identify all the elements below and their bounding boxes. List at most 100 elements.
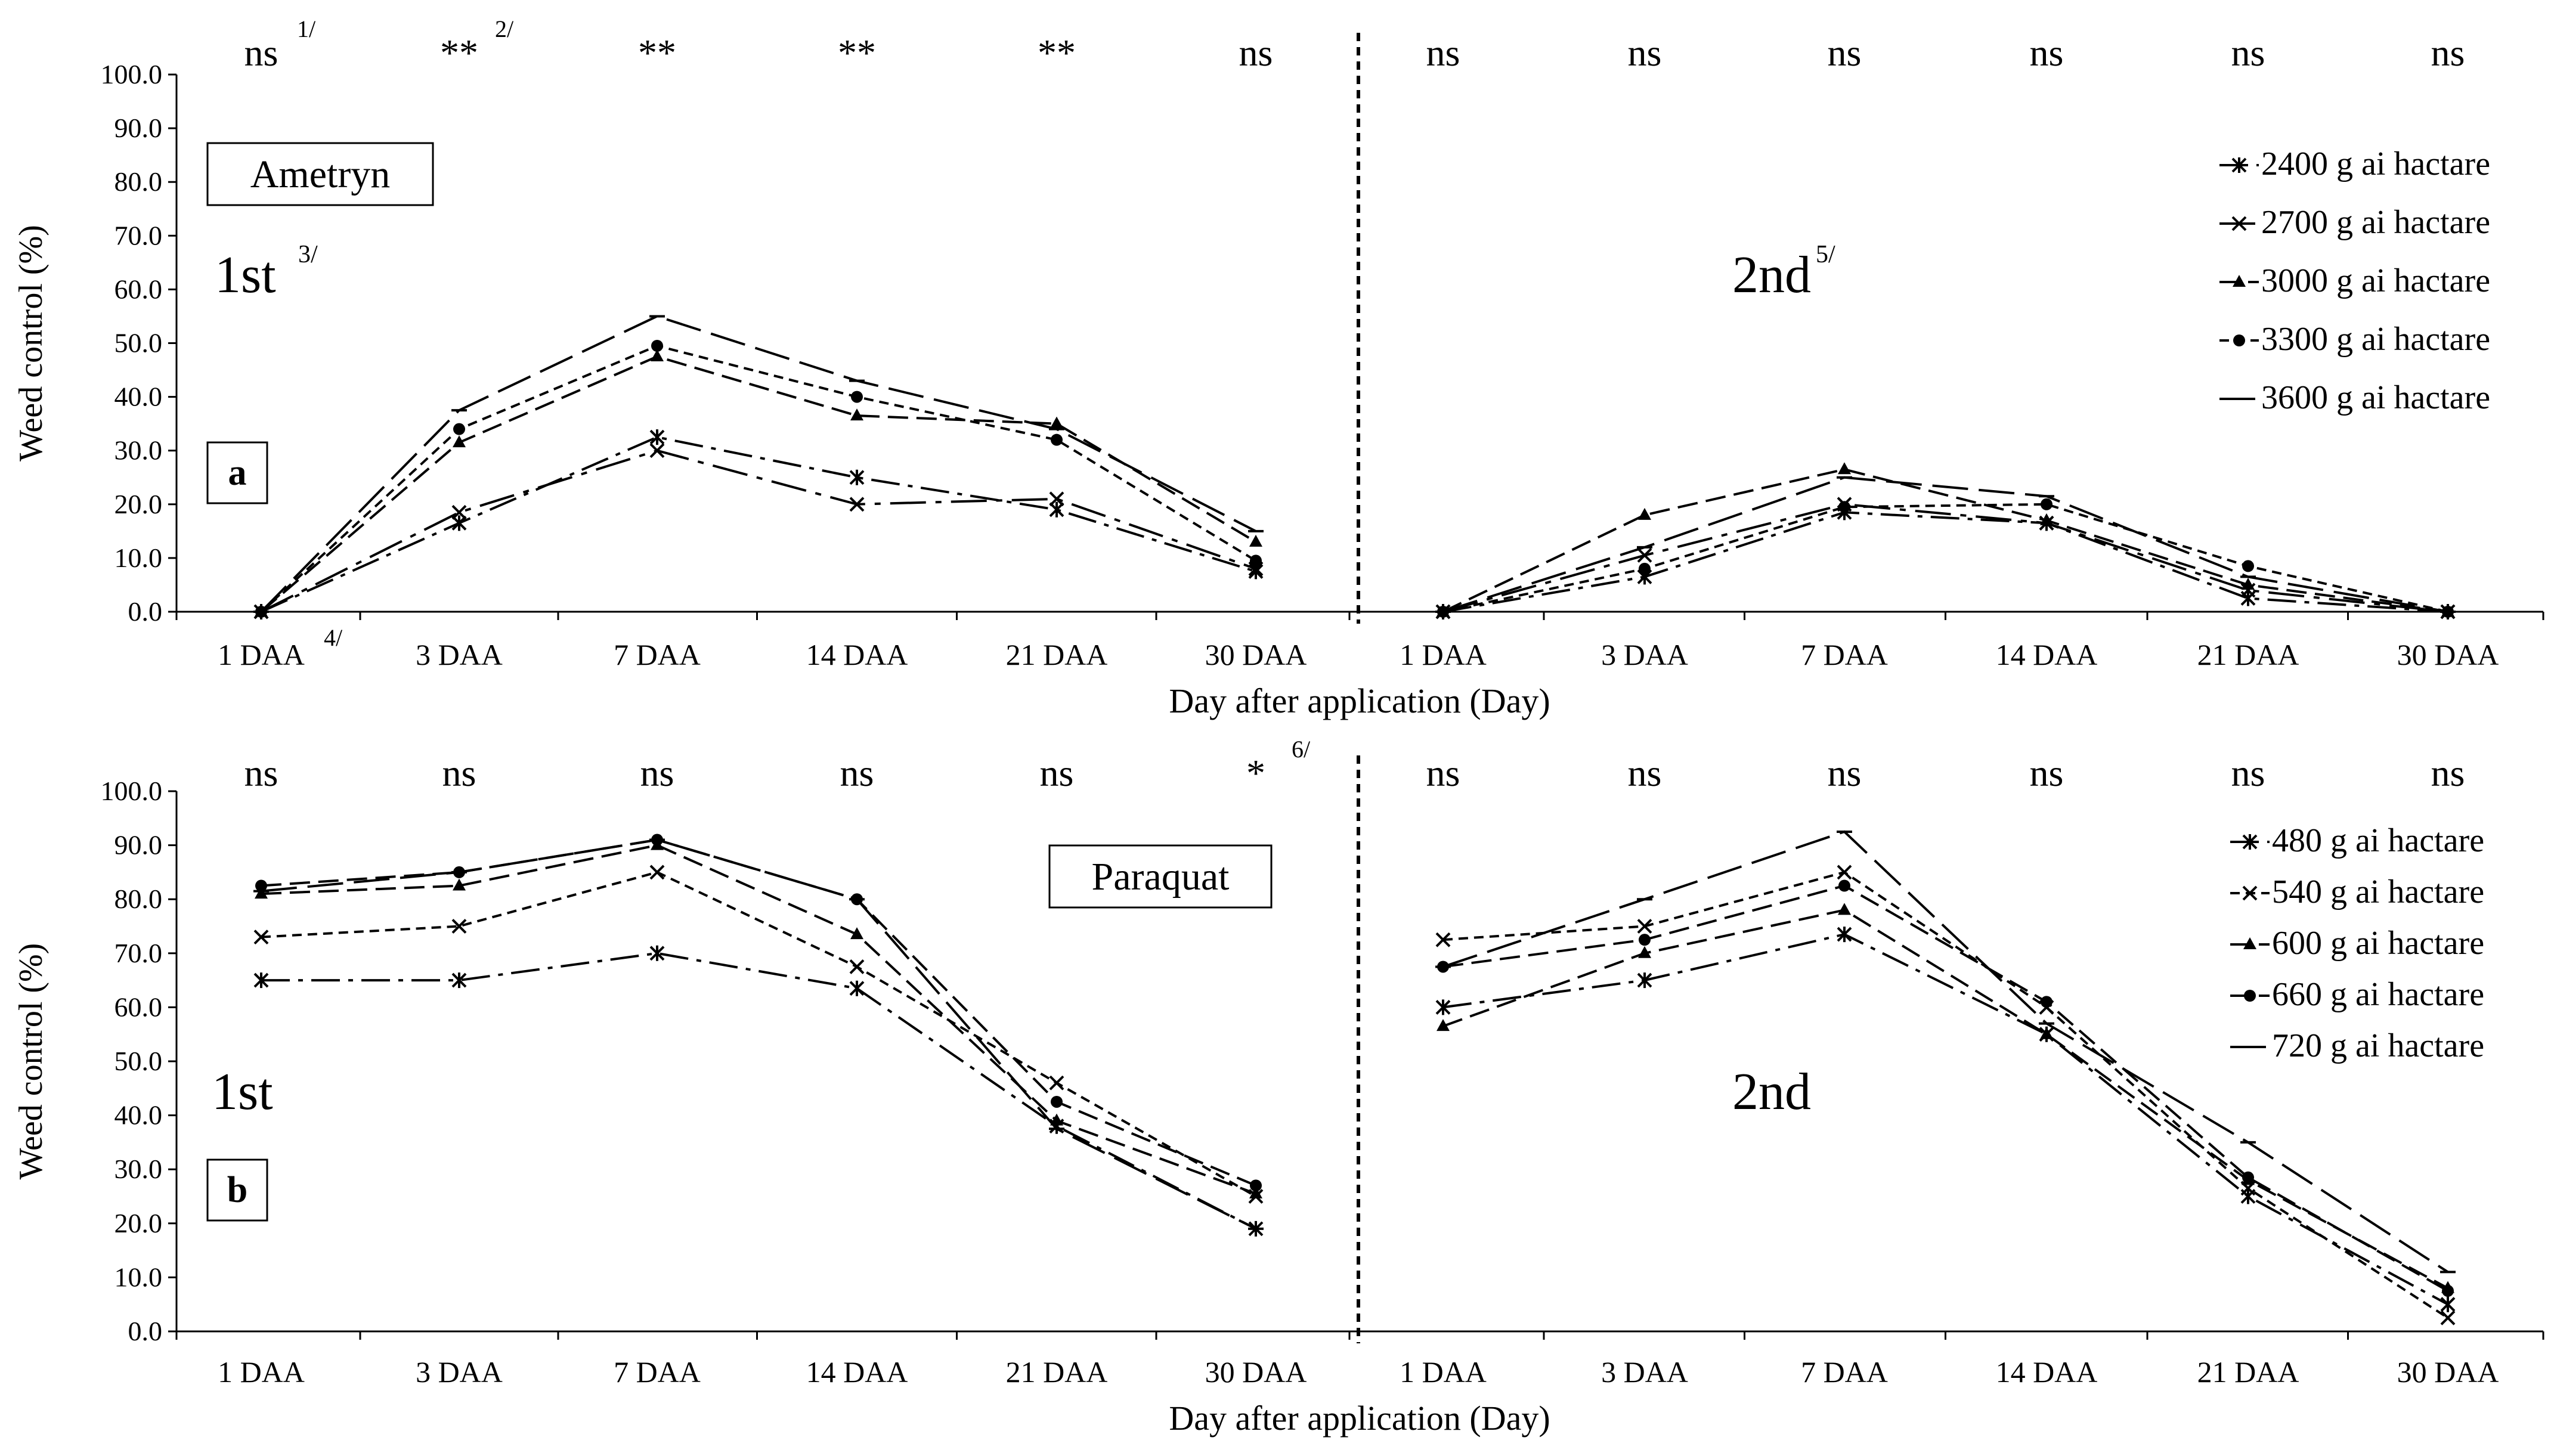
data-point <box>1249 534 1262 547</box>
y-tick-label: 90.0 <box>114 113 163 143</box>
data-point <box>2040 1027 2053 1039</box>
herbicide-box <box>206 142 434 206</box>
significance-label: ns <box>2231 32 2265 74</box>
legend-marker <box>2242 834 2258 850</box>
data-point <box>1637 547 1652 563</box>
series-1: 480 g ai hactare <box>253 822 2484 1312</box>
data-point <box>649 945 665 961</box>
series-line <box>261 838 1256 1230</box>
x-tick-label: 14 DAA <box>806 1355 908 1389</box>
legend-label: 3600 g ai hactare <box>2261 379 2490 416</box>
herbicide-label: Ametryn <box>250 153 391 196</box>
series-5: 3600 g ai hactare <box>253 315 2490 613</box>
significance-label: ns <box>2431 32 2465 74</box>
data-point <box>2242 577 2255 590</box>
significance-superscript: 2/ <box>495 16 514 42</box>
series-line <box>1442 884 2448 1292</box>
significance-label: ns <box>442 752 476 794</box>
season-label: 2nd <box>1732 1063 1811 1121</box>
x-tick-label-superscript: 4/ <box>324 624 343 651</box>
data-point <box>2041 498 2053 510</box>
series-line <box>261 449 1256 613</box>
data-point <box>2242 1171 2254 1184</box>
legend-marker <box>2242 885 2258 901</box>
series-4: 3300 g ai hactare <box>255 321 2490 618</box>
data-point <box>453 878 466 891</box>
data-point <box>1049 491 1064 507</box>
significance-label: ns <box>640 752 674 794</box>
y-tick-label: 50.0 <box>114 1046 163 1076</box>
significance-label: ns <box>1426 32 1460 74</box>
panel-letter-box <box>206 1158 268 1222</box>
data-point <box>453 435 466 448</box>
season-label: 1st <box>215 246 276 304</box>
y-tick-label: 10.0 <box>114 543 163 573</box>
data-point <box>1051 433 1063 446</box>
herbicide-box <box>1048 844 1273 909</box>
series-line <box>261 844 1256 1195</box>
data-point <box>1050 416 1063 429</box>
y-tick-label: 60.0 <box>114 274 163 304</box>
series-2: 2700 g ai hactare <box>253 204 2490 619</box>
data-point <box>2040 513 2053 525</box>
x-tick-label: 7 DAA <box>614 1355 701 1389</box>
data-point <box>651 349 664 362</box>
data-point <box>1249 1186 1262 1198</box>
significance-label: ns <box>2030 32 2064 74</box>
x-tick-label: 21 DAA <box>1006 638 1108 671</box>
x-tick-label: 7 DAA <box>1801 638 1888 671</box>
data-point <box>2242 560 2254 572</box>
season-label: 1st <box>212 1063 273 1121</box>
y-tick-label: 60.0 <box>114 992 163 1022</box>
y-tick-label: 0.0 <box>128 596 163 627</box>
legend-label: 2400 g ai hactare <box>2261 145 2490 182</box>
significance-superscript: 6/ <box>1292 736 1311 763</box>
series-line <box>1442 830 2449 1274</box>
significance-label: ns <box>840 752 874 794</box>
series-line <box>1442 468 2448 613</box>
x-tick-label: 1 DAA <box>1400 638 1487 671</box>
legend-label: 2700 g ai hactare <box>2261 204 2490 241</box>
data-point <box>849 959 865 974</box>
y-tick-label: 100.0 <box>101 59 163 89</box>
x-tick-label: 1 DAA <box>218 1355 305 1389</box>
data-point <box>849 497 865 512</box>
series-5: 720 g ai hactare <box>253 830 2484 1274</box>
y-tick-label: 40.0 <box>114 1100 163 1130</box>
y-tick-label: 80.0 <box>114 166 163 197</box>
data-point <box>850 408 863 421</box>
y-tick-label: 100.0 <box>101 776 163 806</box>
series-line <box>1442 870 2449 1319</box>
x-tick-label: 7 DAA <box>1801 1355 1888 1389</box>
y-tick-label: 30.0 <box>114 435 163 466</box>
data-point <box>2240 590 2256 606</box>
series-line <box>261 952 1256 1230</box>
series-line <box>261 838 1256 1187</box>
y-tick-label: 30.0 <box>114 1154 163 1184</box>
data-point <box>2440 1296 2456 1312</box>
series-line <box>260 355 1257 613</box>
x-axis-label: Day after application (Day) <box>1169 1399 1550 1438</box>
series-3: 3000 g ai hactare <box>255 262 2490 617</box>
significance-label: ns <box>244 752 278 794</box>
data-point <box>451 972 467 989</box>
x-tick-label: 7 DAA <box>614 638 701 671</box>
significance-label: ns <box>2030 752 2064 794</box>
legend-label: 720 g ai hactare <box>2272 1027 2484 1064</box>
data-point <box>1638 507 1651 520</box>
series-line <box>1442 909 2448 1290</box>
legend-marker <box>2233 275 2246 287</box>
significance-label: ns <box>1040 752 1074 794</box>
data-point <box>453 423 465 435</box>
y-tick-label: 40.0 <box>114 382 163 412</box>
x-tick-label: 3 DAA <box>416 1355 503 1389</box>
data-point <box>1637 919 1652 934</box>
data-point <box>1437 1019 1450 1031</box>
data-point <box>849 469 865 485</box>
data-point <box>1838 501 1850 513</box>
significance-label: ** <box>1038 32 1076 74</box>
series-line <box>261 436 1256 613</box>
significance-label: ns <box>1628 32 1662 74</box>
x-tick-label: 21 DAA <box>2197 638 2299 671</box>
